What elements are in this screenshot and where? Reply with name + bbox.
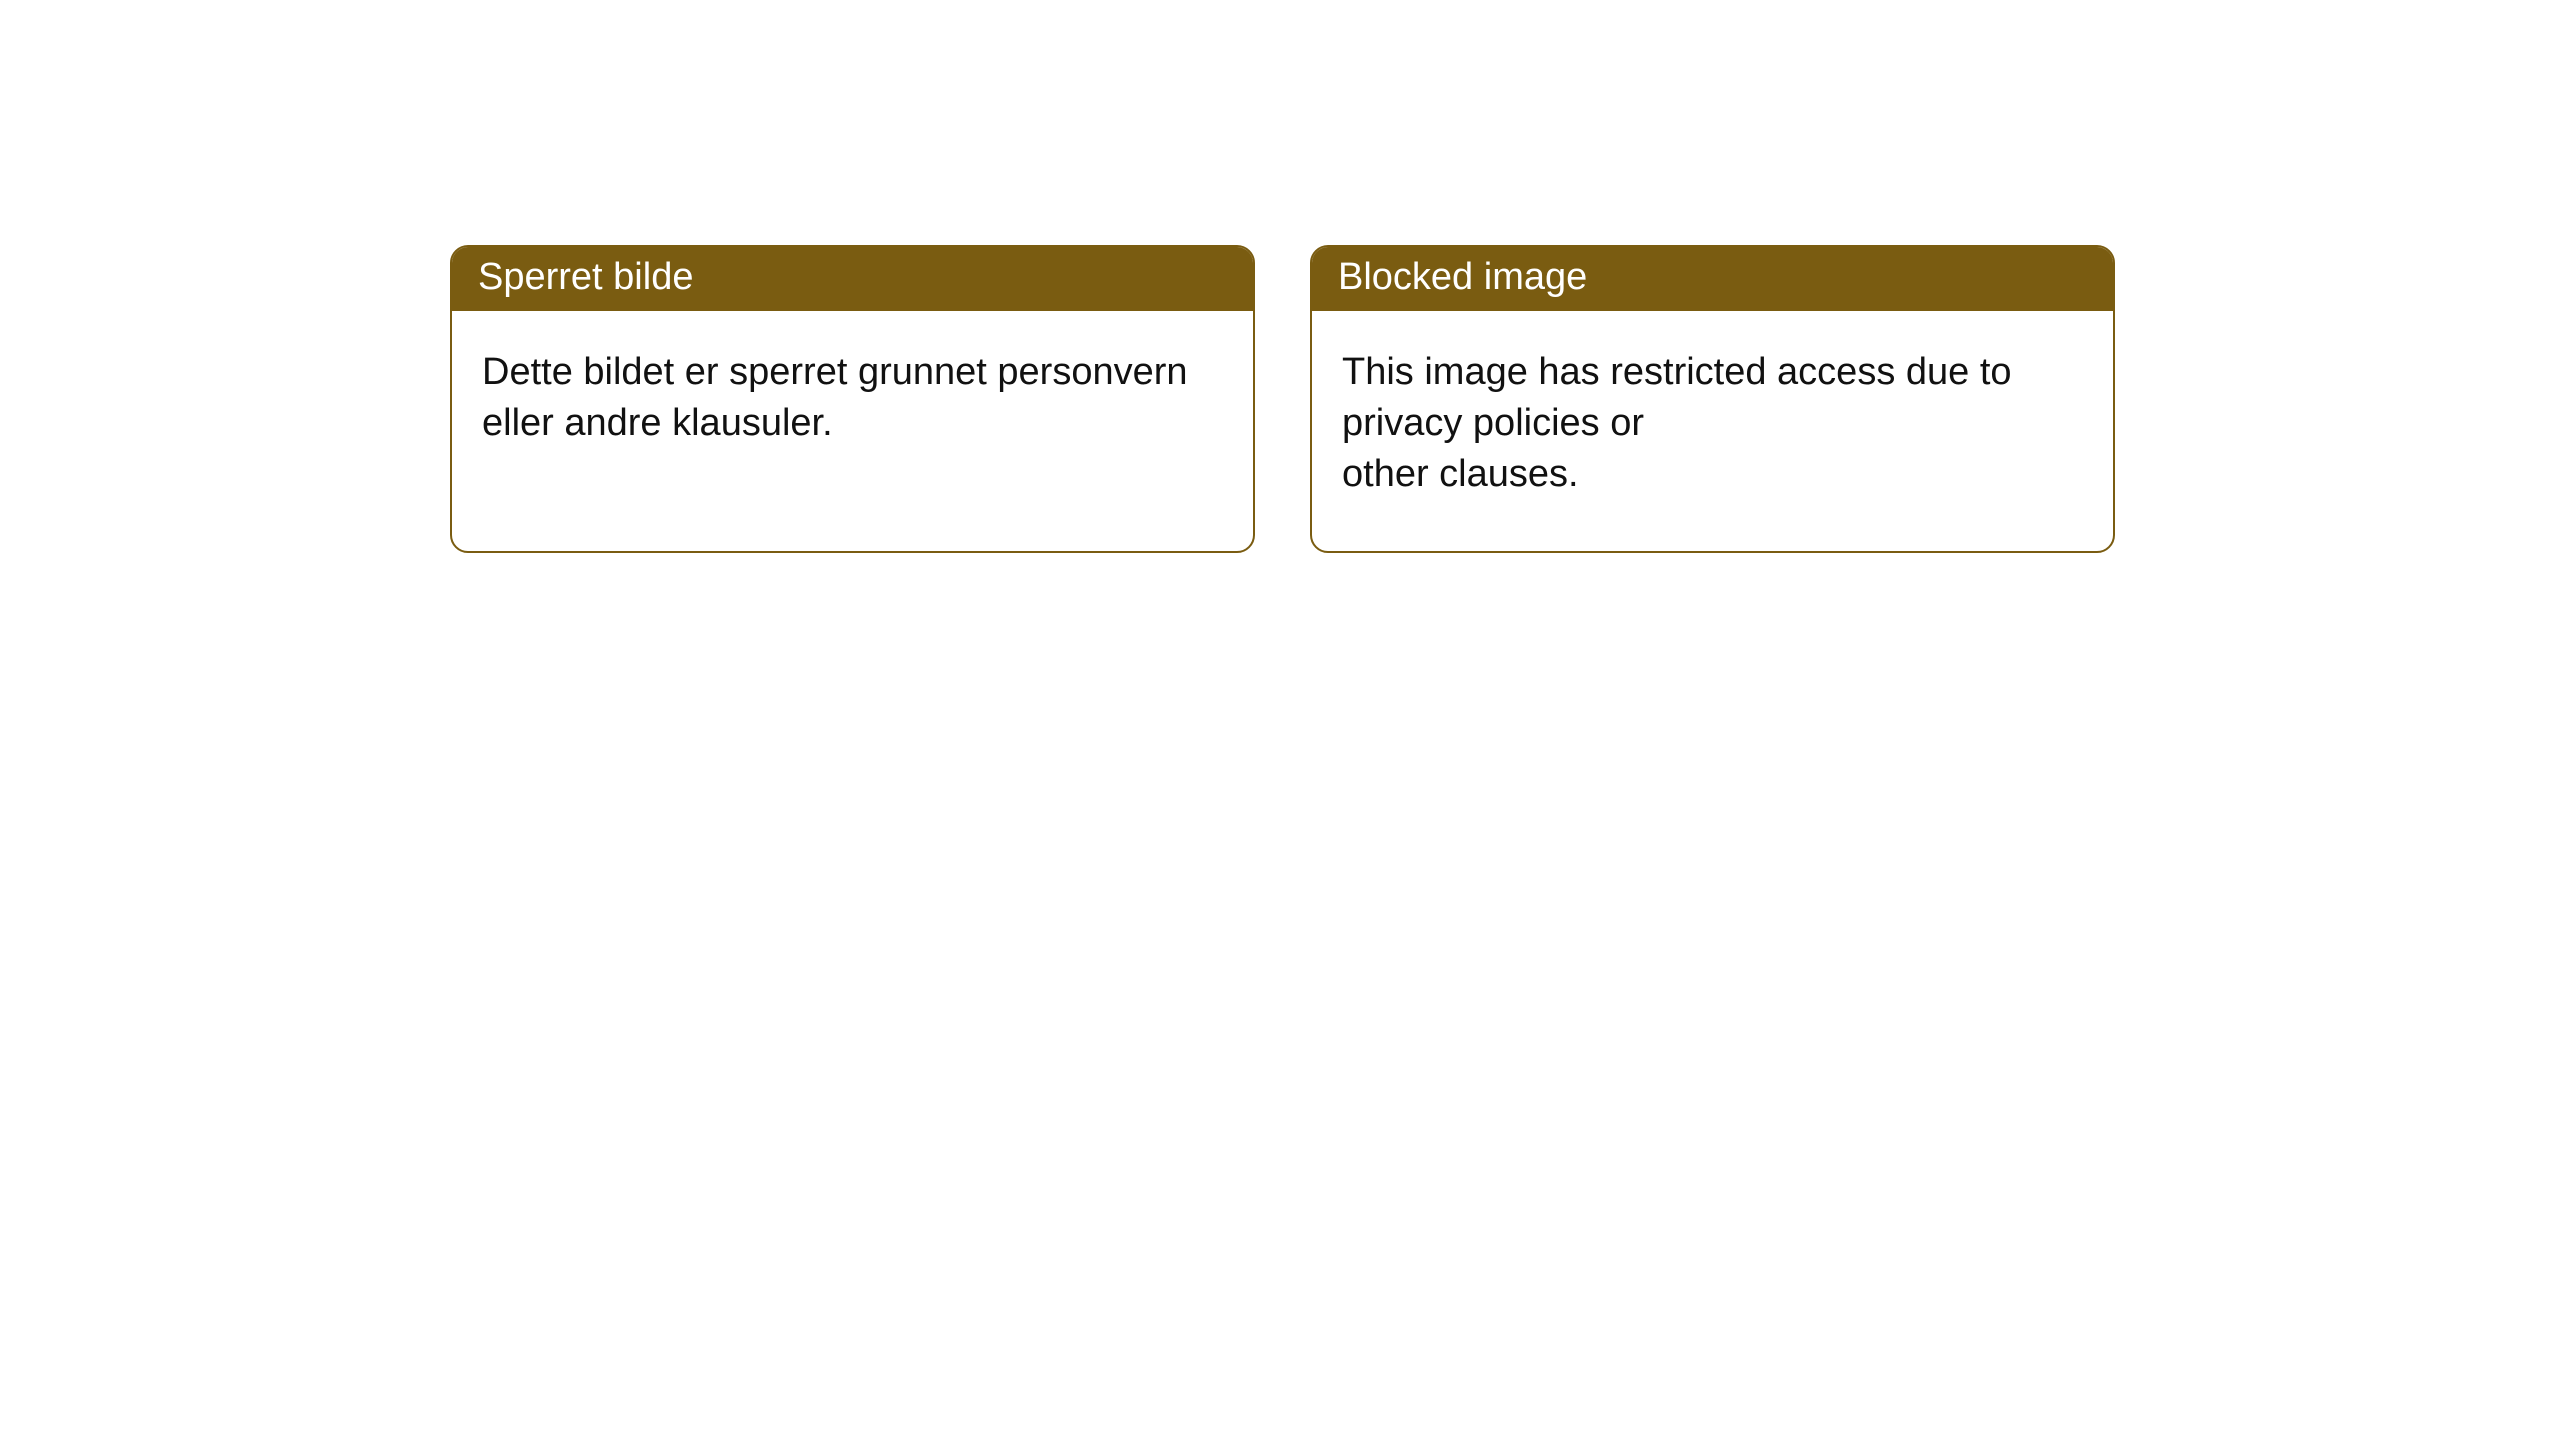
notice-body: Dette bildet er sperret grunnet personve… — [452, 311, 1253, 551]
notices-row: Sperret bilde Dette bildet er sperret gr… — [450, 245, 2115, 553]
notice-box-norwegian: Sperret bilde Dette bildet er sperret gr… — [450, 245, 1255, 553]
notice-body: This image has restricted access due to … — [1312, 311, 2113, 551]
notice-header: Sperret bilde — [452, 247, 1253, 311]
notice-box-english: Blocked image This image has restricted … — [1310, 245, 2115, 553]
notice-header: Blocked image — [1312, 247, 2113, 311]
page-container: Sperret bilde Dette bildet er sperret gr… — [0, 0, 2560, 1440]
